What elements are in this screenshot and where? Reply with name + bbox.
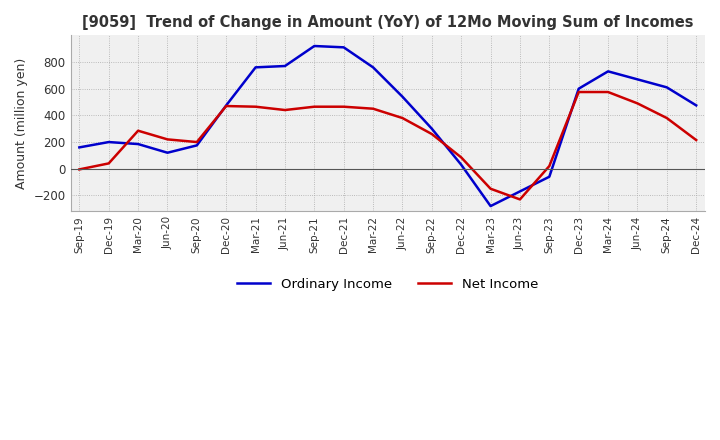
Ordinary Income	[398, 94, 407, 99]
Net Income	[516, 197, 524, 202]
Net Income	[369, 106, 377, 111]
Ordinary Income	[575, 86, 583, 92]
Net Income	[662, 115, 671, 121]
Ordinary Income	[251, 65, 260, 70]
Net Income	[75, 167, 84, 172]
Line: Ordinary Income: Ordinary Income	[79, 46, 696, 206]
Ordinary Income	[222, 103, 230, 108]
Ordinary Income	[604, 69, 613, 74]
Net Income	[281, 107, 289, 113]
Ordinary Income	[369, 65, 377, 70]
Net Income	[339, 104, 348, 110]
Ordinary Income	[633, 77, 642, 82]
Ordinary Income	[104, 139, 113, 145]
Net Income	[310, 104, 319, 110]
Net Income	[457, 155, 466, 160]
Net Income	[428, 132, 436, 137]
Net Income	[575, 89, 583, 95]
Net Income	[633, 101, 642, 106]
Ordinary Income	[163, 150, 172, 155]
Ordinary Income	[134, 141, 143, 147]
Y-axis label: Amount (million yen): Amount (million yen)	[15, 58, 28, 189]
Ordinary Income	[310, 44, 319, 49]
Ordinary Income	[281, 63, 289, 69]
Net Income	[134, 128, 143, 133]
Net Income	[545, 163, 554, 169]
Net Income	[251, 104, 260, 110]
Net Income	[104, 161, 113, 166]
Legend: Ordinary Income, Net Income: Ordinary Income, Net Income	[232, 273, 544, 297]
Ordinary Income	[545, 174, 554, 180]
Ordinary Income	[428, 126, 436, 132]
Ordinary Income	[457, 162, 466, 167]
Net Income	[398, 115, 407, 121]
Ordinary Income	[516, 189, 524, 194]
Ordinary Income	[486, 203, 495, 209]
Net Income	[604, 89, 613, 95]
Net Income	[692, 137, 701, 143]
Line: Net Income: Net Income	[79, 92, 696, 199]
Net Income	[163, 137, 172, 142]
Ordinary Income	[692, 103, 701, 108]
Ordinary Income	[339, 45, 348, 50]
Ordinary Income	[192, 143, 201, 148]
Net Income	[486, 186, 495, 191]
Net Income	[222, 103, 230, 109]
Ordinary Income	[75, 145, 84, 150]
Title: [9059]  Trend of Change in Amount (YoY) of 12Mo Moving Sum of Incomes: [9059] Trend of Change in Amount (YoY) o…	[82, 15, 693, 30]
Net Income	[192, 139, 201, 145]
Ordinary Income	[662, 85, 671, 90]
